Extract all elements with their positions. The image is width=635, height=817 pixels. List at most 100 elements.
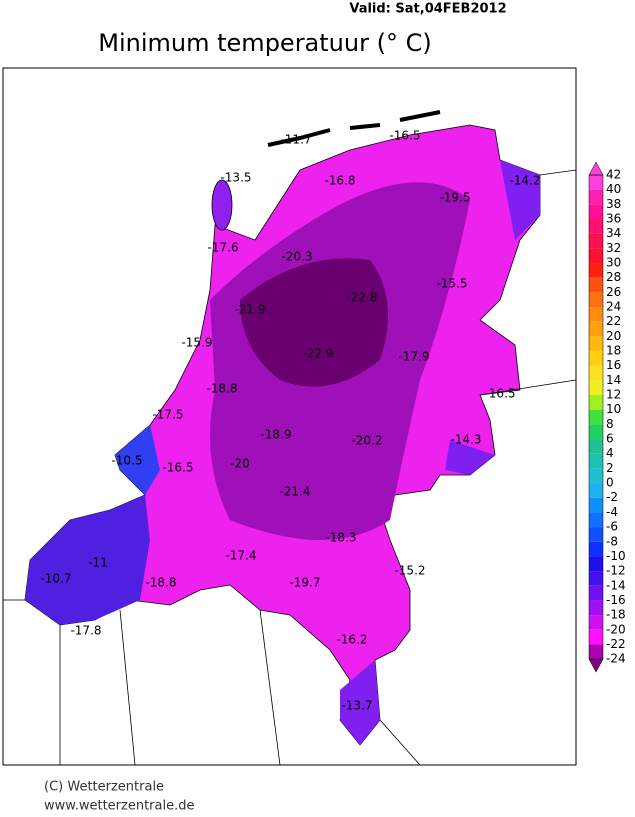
colorbar-label: 6 xyxy=(606,432,614,446)
colorbar-swatch xyxy=(589,204,603,220)
colorbar-label: 28 xyxy=(606,270,621,284)
copyright: (C) Wetterzentrale xyxy=(44,780,164,795)
colorbar-label: 2 xyxy=(606,461,614,475)
colorbar-swatch xyxy=(589,175,603,190)
website: www.wetterzentrale.de xyxy=(44,799,194,814)
colorbar-label: -6 xyxy=(606,520,618,534)
station-value: -17.4 xyxy=(225,549,256,563)
colorbar-swatch xyxy=(589,541,603,557)
station-value: -11 xyxy=(88,556,108,570)
colorbar-label: 8 xyxy=(606,417,614,431)
colorbar-swatch xyxy=(589,351,603,366)
colorbar-swatch xyxy=(589,644,603,660)
colorbar-label: 30 xyxy=(606,256,621,270)
station-value: -16.5 xyxy=(162,461,193,475)
station-value: -18.8 xyxy=(145,576,176,590)
colorbar-label: 36 xyxy=(606,212,621,226)
station-value: -13.7 xyxy=(341,699,372,713)
colorbar-swatch xyxy=(589,395,603,410)
station-value: -13.5 xyxy=(220,171,251,185)
colorbar-label: -12 xyxy=(606,564,626,578)
colorbar-swatch xyxy=(589,321,603,337)
station-value: -16.5 xyxy=(484,387,515,401)
station-value: -10.7 xyxy=(40,572,71,586)
station-value: -16.8 xyxy=(324,174,355,188)
colorbar-label: 40 xyxy=(606,182,621,196)
colorbar-swatch xyxy=(589,248,603,264)
colorbar-swatch xyxy=(589,527,603,542)
colorbar-label: -2 xyxy=(606,490,618,504)
colorbar-label: 26 xyxy=(606,285,621,299)
colorbar-swatch xyxy=(589,307,603,322)
station-value: -11.7 xyxy=(280,133,311,147)
station-value: -19.7 xyxy=(289,576,320,590)
colorbar-swatch xyxy=(589,189,603,205)
map-title: Minimum temperatuur (° C) xyxy=(98,29,431,57)
colorbar-cap xyxy=(588,161,604,176)
colorbar-label: 18 xyxy=(606,344,621,358)
colorbar-swatch xyxy=(589,497,603,513)
colorbar-label: 16 xyxy=(606,358,621,372)
colorbar-label: 12 xyxy=(606,388,621,402)
station-value: -15.2 xyxy=(394,564,425,578)
colorbar-label: 4 xyxy=(606,446,614,460)
colorbar-label: -14 xyxy=(606,578,626,592)
station-value: -17.8 xyxy=(70,624,101,638)
colorbar-label: 22 xyxy=(606,314,621,328)
colorbar-frame xyxy=(588,174,604,660)
colorbar-label: 20 xyxy=(606,329,621,343)
station-value: -19.5 xyxy=(439,191,470,205)
colorbar-cap xyxy=(588,658,604,673)
colorbar-label: -18 xyxy=(606,608,626,622)
colorbar-label: 14 xyxy=(606,373,621,387)
station-value: -16.5 xyxy=(389,129,420,143)
colorbar-swatch xyxy=(589,571,603,586)
station-value: -20.2 xyxy=(351,434,382,448)
station-value: -21.4 xyxy=(279,485,310,499)
colorbar-swatch xyxy=(589,629,603,645)
colorbar-swatch xyxy=(589,219,603,234)
colorbar-label: -24 xyxy=(606,652,626,666)
map-field xyxy=(3,110,577,766)
colorbar-swatch xyxy=(589,336,603,352)
colorbar-label: -20 xyxy=(606,622,626,636)
station-value: -21.9 xyxy=(234,303,265,317)
colorbar-label: 42 xyxy=(606,168,621,182)
colorbar-swatch xyxy=(589,277,603,293)
station-value: -15.5 xyxy=(436,277,467,291)
colorbar-swatch xyxy=(589,380,603,396)
colorbar-swatch xyxy=(589,615,603,630)
station-value: -16.2 xyxy=(336,633,367,647)
colorbar-swatch xyxy=(589,365,603,381)
colorbar-swatch xyxy=(589,233,603,249)
colorbar-label: -22 xyxy=(606,637,626,651)
colorbar-label: -16 xyxy=(606,593,626,607)
colorbar-label: -8 xyxy=(606,534,618,548)
station-value: -22.8 xyxy=(346,291,377,305)
colorbar-label: 34 xyxy=(606,226,621,240)
colorbar-label: 24 xyxy=(606,300,621,314)
colorbar-swatch xyxy=(589,556,603,572)
colorbar-swatch xyxy=(589,292,603,308)
colorbar-swatch xyxy=(589,585,603,601)
station-value: -14.2 xyxy=(509,174,540,188)
colorbar-label: -4 xyxy=(606,505,618,519)
station-value: -17.9 xyxy=(398,350,429,364)
colorbar-swatch xyxy=(589,483,603,498)
colorbar-swatch xyxy=(589,468,603,484)
colorbar-swatch xyxy=(589,439,603,454)
station-value: -20 xyxy=(230,457,250,471)
station-value: -14.3 xyxy=(450,433,481,447)
colorbar-label: 0 xyxy=(606,476,614,490)
valid-date: Valid: Sat,04FEB2012 xyxy=(349,2,506,17)
colorbar-swatch xyxy=(589,263,603,278)
colorbar-swatch xyxy=(589,409,603,425)
colorbar-swatch xyxy=(589,600,603,616)
station-value: -17.5 xyxy=(152,408,183,422)
colorbar-swatch xyxy=(589,453,603,469)
station-value: -22.9 xyxy=(302,347,333,361)
colorbar-label: 38 xyxy=(606,197,621,211)
station-value: -17.6 xyxy=(207,241,238,255)
colorbar-swatch xyxy=(589,512,603,528)
